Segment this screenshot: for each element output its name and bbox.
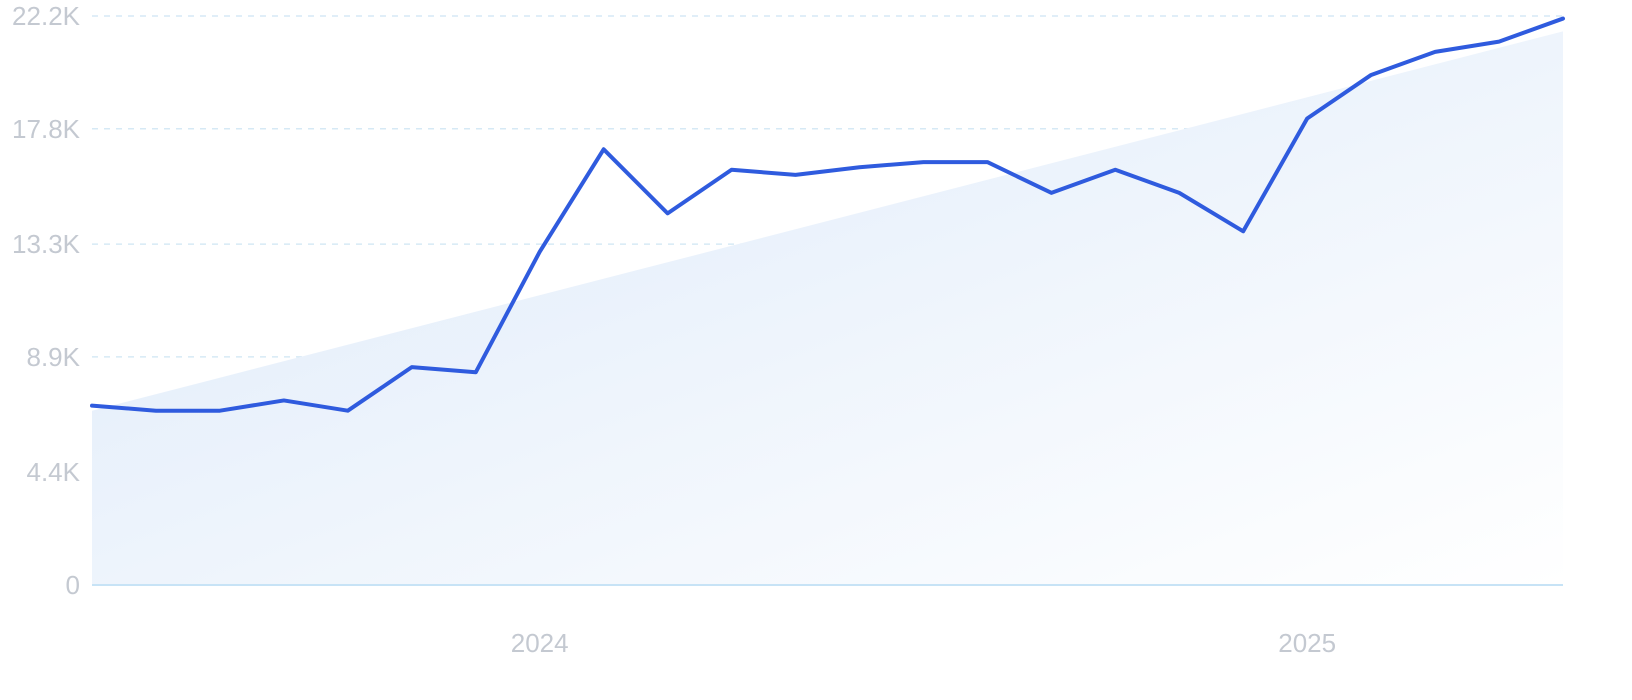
y-tick-label: 22.2K — [12, 1, 81, 31]
y-tick-label: 8.9K — [27, 342, 81, 372]
y-tick-label: 4.4K — [27, 457, 81, 487]
trend-area-fill — [92, 31, 1563, 586]
x-tick-label: 2025 — [1278, 628, 1336, 658]
y-tick-label: 0 — [66, 570, 80, 600]
y-axis-ticks: 0 4.4K 8.9K 13.3K 17.8K 22.2K — [12, 1, 81, 600]
series-line — [90, 16, 1565, 413]
x-axis-ticks: 2024 2025 — [511, 628, 1336, 658]
y-tick-label: 13.3K — [12, 229, 81, 259]
trend-area — [92, 31, 1563, 586]
x-tick-label: 2024 — [511, 628, 569, 658]
y-tick-label: 17.8K — [12, 114, 81, 144]
series-lines — [90, 16, 1565, 413]
